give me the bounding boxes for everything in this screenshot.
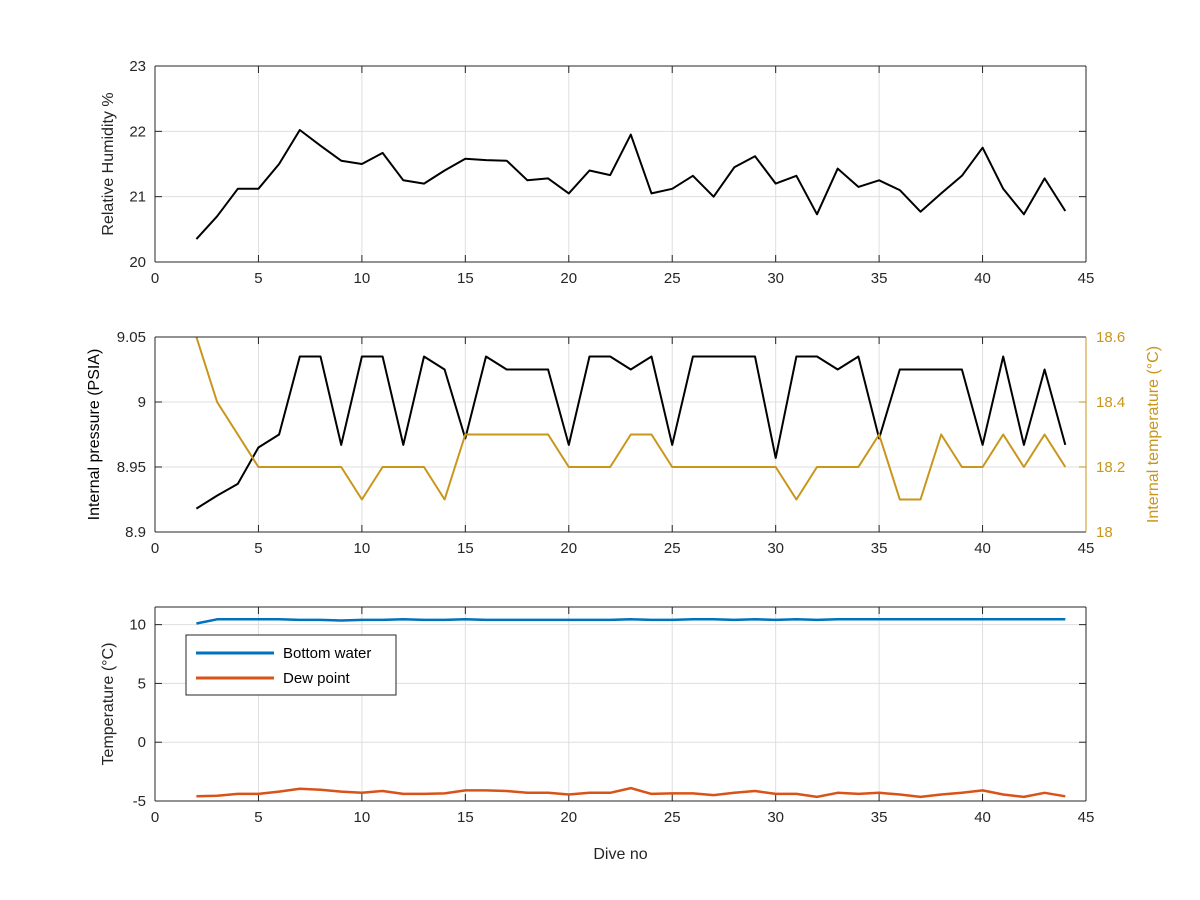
x-tick-label: 45 xyxy=(1078,270,1095,287)
y-tick-label: 22 xyxy=(129,123,146,140)
y-tick-label: 9 xyxy=(138,394,146,411)
x-tick-label: 35 xyxy=(871,540,888,557)
y-tick-label: 8.9 xyxy=(125,524,146,541)
x-tick-label: 45 xyxy=(1078,540,1095,557)
y-axis-label: Internal pressure (PSIA) xyxy=(86,349,103,521)
x-tick-label: 25 xyxy=(664,809,681,826)
plot-area xyxy=(155,337,1086,532)
x-tick-label: 20 xyxy=(560,540,577,557)
y2-tick-label: 18.2 xyxy=(1096,459,1125,476)
series-line-1 xyxy=(195,129,1067,240)
x-tick-label: 10 xyxy=(354,540,371,557)
x-tick-label: 5 xyxy=(254,809,262,826)
x-tick-label: 5 xyxy=(254,270,262,287)
x-tick-label: 40 xyxy=(974,540,991,557)
y-tick-label: 10 xyxy=(129,617,146,634)
x-tick-label: 30 xyxy=(767,809,784,826)
x-tick-label: 10 xyxy=(354,809,371,826)
x-tick-label: 15 xyxy=(457,540,474,557)
x-tick-label: 35 xyxy=(871,270,888,287)
x-tick-label: 30 xyxy=(767,270,784,287)
y-tick-label: 8.95 xyxy=(117,459,146,476)
legend-label-1: Bottom water xyxy=(283,645,371,662)
y2-tick-label: 18 xyxy=(1096,524,1113,541)
x-tick-label: 20 xyxy=(560,809,577,826)
x-tick-label: 25 xyxy=(664,540,681,557)
legend-box xyxy=(185,634,397,696)
y-tick-label: 23 xyxy=(129,58,146,75)
x-tick-label: 15 xyxy=(457,809,474,826)
y-tick-label: 21 xyxy=(129,189,146,206)
x-tick-label: 5 xyxy=(254,540,262,557)
x-tick-label: 0 xyxy=(151,809,159,826)
chart-1: 0 5 10 15 20 25 30 35 40 45 20 21 22 23 Relative Humid… xyxy=(100,58,1094,287)
y2-tick-label: 18.6 xyxy=(1096,329,1125,346)
y-tick-label: 0 xyxy=(138,734,146,751)
x-tick-label: 40 xyxy=(974,270,991,287)
x-tick-label: 20 xyxy=(560,270,577,287)
y-axis-label: Temperature (°C) xyxy=(100,643,117,766)
series-line-1 xyxy=(196,618,1066,625)
y2-axis-label: Internal temperature (°C) xyxy=(1145,346,1162,523)
y-tick-label: 5 xyxy=(138,675,146,692)
series-line-2 xyxy=(196,786,1066,799)
series-line-1 xyxy=(195,355,1067,510)
chart-2: 0 5 10 15 20 25 30 35 40 45 8.9 8.95 9 9.05 18 18.2 18.4… xyxy=(86,329,1162,557)
y-tick-label: -5 xyxy=(133,793,146,810)
chart-3: 0 5 10 15 20 25 30 35 40 45 -5 0 5 10 Temperature (°C)… xyxy=(100,606,1095,863)
legend: Bottom water Dew point xyxy=(185,634,397,696)
x-tick-label: 10 xyxy=(354,270,371,287)
x-tick-label: 30 xyxy=(767,540,784,557)
x-tick-label: 0 xyxy=(151,540,159,557)
x-tick-label: 0 xyxy=(151,270,159,287)
legend-label-2: Dew point xyxy=(283,670,351,687)
x-tick-label: 15 xyxy=(457,270,474,287)
plot-area xyxy=(155,66,1086,262)
x-tick-label: 25 xyxy=(664,270,681,287)
y-tick-label: 9.05 xyxy=(117,329,146,346)
series-line-2 xyxy=(195,336,1067,501)
x-tick-label: 45 xyxy=(1078,809,1095,826)
y2-tick-label: 18.4 xyxy=(1096,394,1125,411)
x-axis-label: Dive no xyxy=(593,846,647,863)
x-tick-label: 40 xyxy=(974,809,991,826)
y-tick-label: 20 xyxy=(129,254,146,271)
y-axis-label: Relative Humidity % xyxy=(100,92,117,235)
x-tick-label: 35 xyxy=(871,809,888,826)
